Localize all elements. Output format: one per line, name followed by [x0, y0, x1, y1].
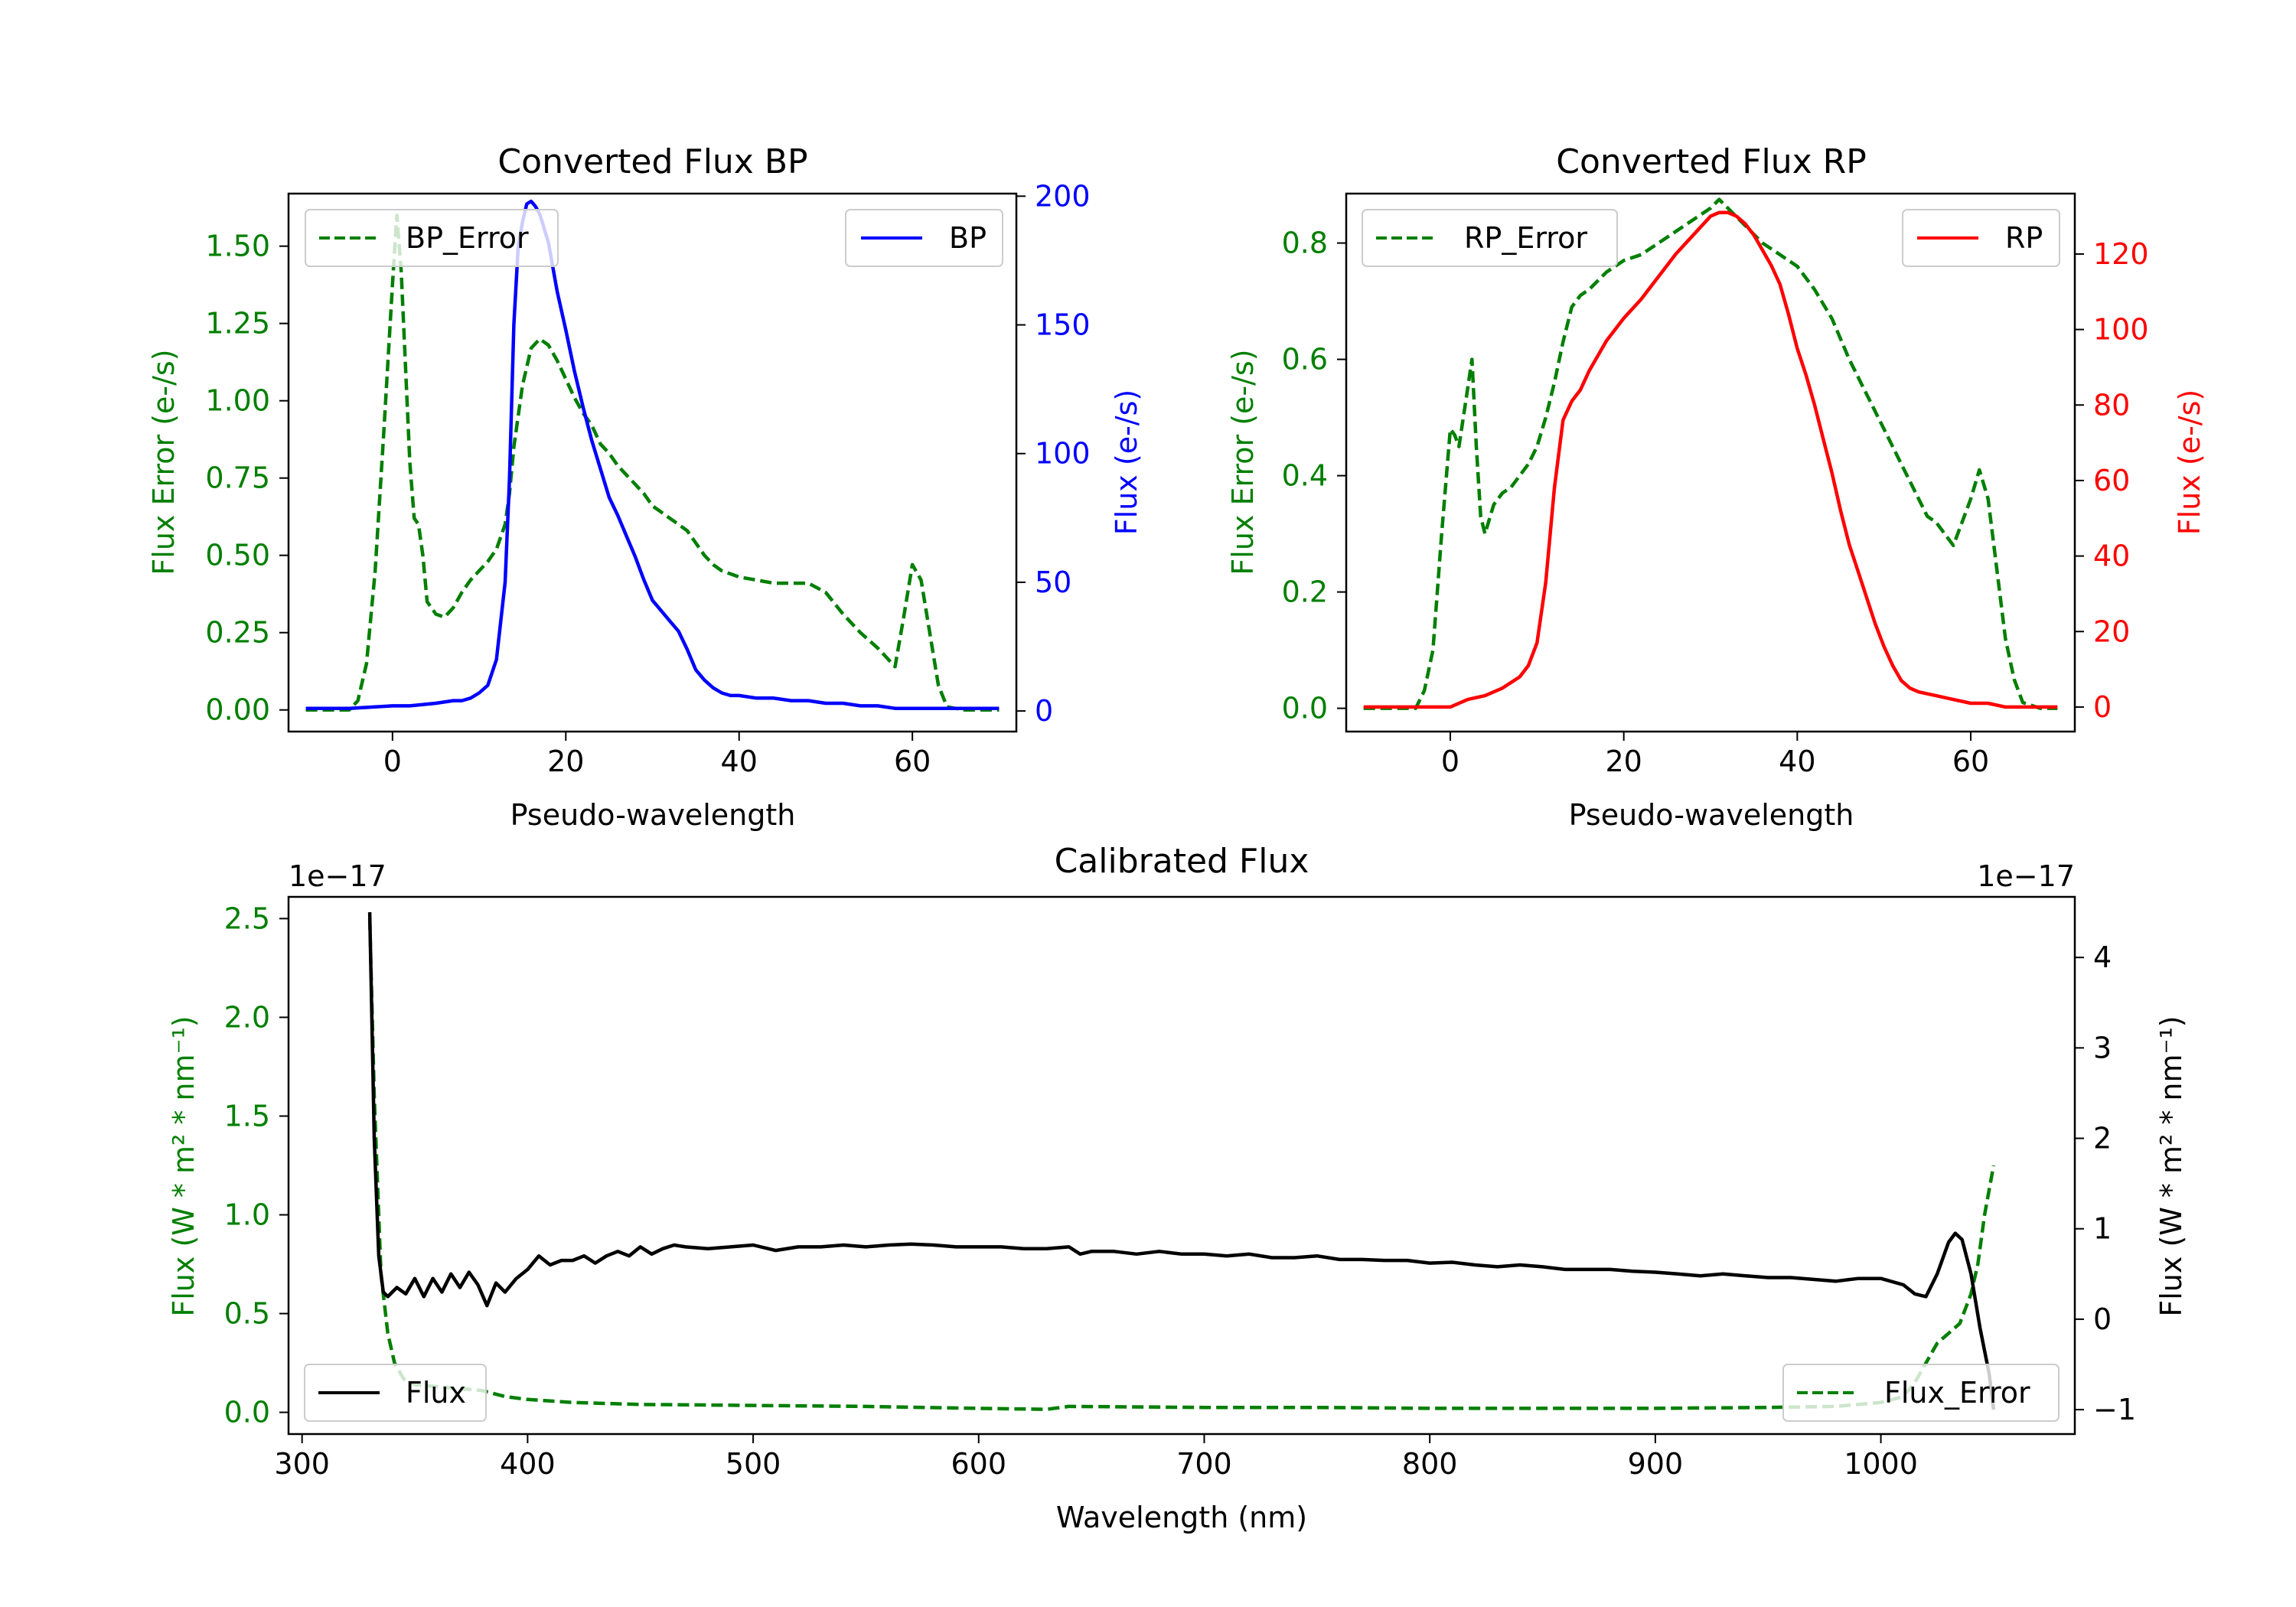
series-line-rp-error — [1363, 197, 2058, 710]
bp-ylabel-right: Flux (e-/s) — [1110, 390, 1143, 535]
cal-ylabel-left: Flux (W * m² * nm⁻¹) — [167, 1015, 201, 1316]
y-tick-label-right: 80 — [2093, 388, 2130, 422]
series-line-bp-error — [305, 214, 1000, 712]
rp-panel: Converted Flux RP 0 20 40 60 0.0 0.2 0.4 0.6 0.8… — [1226, 142, 2206, 832]
y-tick-label-right: 100 — [1035, 437, 1091, 471]
legend-label-rp-error: RP_Error — [1464, 221, 1587, 255]
cal-title: Calibrated Flux — [1055, 842, 1309, 881]
cal-offset-left: 1e−17 — [289, 859, 386, 893]
y-tick-label-left: 0.2 — [1282, 575, 1328, 609]
y-tick-label-right: 1 — [2093, 1212, 2112, 1246]
y-tick-label-right: 60 — [2093, 464, 2130, 497]
y-tick-label-right: 4 — [2093, 940, 2112, 974]
y-tick-label-left: 0.8 — [1282, 227, 1328, 260]
y-tick-label-left: 2.0 — [224, 1000, 270, 1034]
y-tick-label-left: 0.50 — [205, 539, 270, 572]
bp-panel: Converted Flux BP 0 20 40 60 0.00 0.25 0.50 0.7… — [147, 142, 1143, 832]
bp-xlabel: Pseudo-wavelength — [510, 798, 796, 832]
y-tick-label-left: 0.0 — [1282, 692, 1328, 725]
y-tick-label-left: 1.50 — [205, 230, 270, 263]
y-tick-label-right: 40 — [2093, 539, 2130, 573]
cal-ylabel-right: Flux (W * m² * nm⁻¹) — [2154, 1015, 2188, 1316]
x-tick-label: 60 — [1952, 745, 1989, 778]
y-tick-label-right: 0 — [2093, 690, 2112, 724]
y-tick-label-right: 20 — [2093, 614, 2130, 648]
y-tick-label-right: 0 — [1035, 694, 1053, 728]
bp-legend-error: BP_Error — [305, 209, 559, 267]
legend-box — [1902, 209, 2060, 267]
bp-ylabel-left: Flux Error (e-/s) — [147, 349, 181, 575]
y-tick-label-left: 0.6 — [1282, 343, 1328, 376]
bp-legend-flux: BP — [845, 209, 1003, 267]
y-tick-label-right: 2 — [2093, 1122, 2112, 1156]
x-tick-label: 600 — [951, 1447, 1007, 1481]
x-tick-label: 400 — [500, 1447, 556, 1481]
x-tick-label: 700 — [1176, 1447, 1232, 1481]
cal-xlabel: Wavelength (nm) — [1056, 1501, 1307, 1534]
legend-label-flux-error: Flux_Error — [1884, 1376, 2030, 1410]
y-tick-label-right: 150 — [1035, 308, 1091, 342]
x-tick-label: 40 — [721, 745, 758, 778]
bp-axes-frame — [287, 192, 1018, 733]
rp-plot-area: 0 20 40 60 0.0 0.2 0.4 0.6 0.8 0 20 40 60 80 100 120 — [1282, 197, 2149, 778]
y-tick-label-left: 1.25 — [205, 307, 270, 341]
series-line-rp — [1363, 210, 2058, 709]
y-tick-label-left: 0.00 — [205, 693, 270, 727]
legend-label-rp: RP — [2005, 221, 2043, 255]
cal-legend-error: Flux_Error — [1782, 1364, 2060, 1422]
series-line-bp — [305, 199, 1000, 710]
y-tick-label-left: 0.0 — [224, 1396, 270, 1429]
legend-box — [845, 209, 1003, 267]
x-tick-label: 800 — [1402, 1447, 1458, 1481]
x-tick-label: 300 — [274, 1447, 330, 1481]
y-tick-label-left: 0.75 — [205, 461, 270, 495]
y-tick-label-left: 1.5 — [224, 1099, 270, 1133]
x-tick-label: 1000 — [1844, 1447, 1918, 1481]
series-line-flux — [367, 912, 1996, 1410]
y-tick-label-left: 1.00 — [205, 384, 270, 418]
legend-box — [304, 1364, 487, 1422]
rp-axes-frame — [1345, 192, 2076, 733]
rp-legend-flux: RP — [1902, 209, 2060, 267]
legend-label-flux: Flux — [406, 1376, 466, 1410]
x-tick-label: 900 — [1628, 1447, 1684, 1481]
cal-offset-right: 1e−17 — [1977, 859, 2075, 893]
cal-legend-flux: Flux — [304, 1364, 487, 1422]
series-line-flux-error — [367, 918, 1996, 1411]
rp-xlabel: Pseudo-wavelength — [1569, 798, 1854, 832]
rp-title: Converted Flux RP — [1556, 142, 1867, 181]
y-tick-label-right: 120 — [2093, 237, 2149, 271]
bp-title: Converted Flux BP — [497, 142, 807, 181]
x-tick-label: 0 — [383, 745, 402, 778]
y-tick-label-right: −1 — [2093, 1393, 2136, 1426]
legend-box — [1362, 209, 1618, 267]
rp-ylabel-right: Flux (e-/s) — [2173, 390, 2206, 535]
y-tick-label-right: 100 — [2093, 313, 2149, 347]
y-tick-label-right: 50 — [1035, 566, 1071, 599]
y-tick-label-left: 0.25 — [205, 616, 270, 650]
rp-ylabel-left: Flux Error (e-/s) — [1226, 349, 1260, 575]
x-tick-label: 0 — [1441, 745, 1459, 778]
y-tick-label-left: 0.4 — [1282, 459, 1328, 493]
y-tick-label-left: 0.5 — [224, 1297, 270, 1331]
legend-box — [305, 209, 559, 267]
y-tick-label-right: 3 — [2093, 1031, 2112, 1064]
x-tick-label: 60 — [894, 745, 931, 778]
rp-legend-error: RP_Error — [1362, 209, 1618, 267]
x-tick-label: 500 — [726, 1447, 781, 1481]
x-tick-label: 20 — [1605, 745, 1642, 778]
calibrated-panel: Calibrated Flux 1e−17 1e−17 300 400 500 600… — [167, 842, 2188, 1534]
legend-box — [1782, 1364, 2060, 1422]
legend-label-bp: BP — [949, 221, 987, 255]
y-tick-label-left: 2.5 — [224, 901, 270, 935]
bp-plot-area: 0 20 40 60 0.00 0.25 0.50 0.75 1.00 1.25 1.50 0 50 10… — [205, 179, 1090, 778]
x-tick-label: 20 — [547, 745, 584, 778]
x-tick-label: 40 — [1779, 745, 1815, 778]
y-tick-label-right: 0 — [2093, 1302, 2112, 1336]
cal-axes-frame — [287, 895, 2076, 1436]
y-tick-label-left: 1.0 — [224, 1198, 270, 1232]
legend-label-bp-error: BP_Error — [406, 221, 529, 255]
y-tick-label-right: 200 — [1035, 179, 1091, 213]
